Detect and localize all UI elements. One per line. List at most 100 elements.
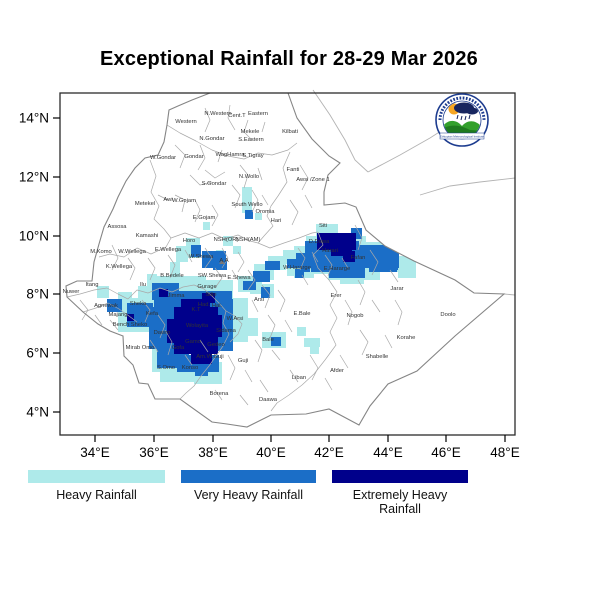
zone-label: K.Wellega bbox=[106, 264, 133, 270]
zone-label: Harari bbox=[322, 248, 338, 254]
zone-label: Wolayita bbox=[186, 323, 209, 329]
zone-label: Itang bbox=[86, 282, 99, 288]
heavy-rainfall-swatch bbox=[28, 470, 165, 483]
logo-banner bbox=[439, 132, 485, 140]
zone-borders bbox=[66, 104, 403, 412]
zone-label: Gurage bbox=[197, 284, 216, 290]
addis-ababa-marker bbox=[219, 260, 225, 264]
zone-label: K.T bbox=[191, 307, 200, 313]
very-heavy-rainfall-label: Very Heavy Rainfall bbox=[193, 488, 304, 502]
zone-label: Dawro bbox=[154, 330, 171, 336]
zone-label: N.Western bbox=[204, 111, 231, 117]
zone-label: M.Komo bbox=[90, 249, 112, 255]
zone-label: Daawa bbox=[259, 397, 278, 403]
y-tick-label: 8°N bbox=[26, 287, 49, 302]
zone-label: Majang bbox=[108, 312, 127, 318]
zone-label: SW.Shewa bbox=[198, 273, 227, 279]
hills-icon bbox=[443, 125, 481, 134]
zone-label: E.Bale bbox=[293, 311, 310, 317]
zone-label: W.Arsi bbox=[227, 316, 244, 322]
zone-label: NSH(AM) bbox=[236, 237, 261, 243]
x-tick-label: 46°E bbox=[431, 445, 460, 460]
zone-label: Mirab Omo bbox=[126, 345, 155, 351]
legend: Heavy Rainfall Very Heavy Rainfall Extre… bbox=[0, 470, 600, 520]
zone-label: S.Eastern bbox=[238, 137, 263, 143]
zone-label: Jarar bbox=[390, 286, 403, 292]
zone-label: Gamo bbox=[185, 339, 201, 345]
zone-label: Nuwer bbox=[63, 289, 80, 295]
zone-label: Kilbati bbox=[282, 129, 298, 135]
zone-label: E.Gojam bbox=[193, 215, 216, 221]
zone-label: Oromia bbox=[255, 209, 275, 215]
x-tick-label: 38°E bbox=[198, 445, 227, 460]
zone-label: Borena bbox=[210, 391, 229, 397]
zone-label: Assosa bbox=[107, 224, 127, 230]
zone-label: South Wello bbox=[231, 202, 262, 208]
y-tick-label: 4°N bbox=[26, 405, 49, 420]
zone-label: Awsi /Zone 1 bbox=[296, 177, 329, 183]
emi-logo: Ethiopian Meteorological Institute bbox=[435, 93, 489, 147]
zone-label: Afder bbox=[330, 368, 344, 374]
zone-label: Bale bbox=[262, 337, 274, 343]
zone-label: E.Wellega bbox=[155, 247, 182, 253]
zone-label: WagHamra bbox=[215, 152, 245, 158]
zone-label: Am.W.Guji bbox=[196, 354, 223, 360]
zone-label: Silte bbox=[205, 292, 216, 298]
cloud-icon-2 bbox=[466, 107, 478, 115]
y-tick-label: 10°N bbox=[19, 229, 49, 244]
zone-label: Liban bbox=[292, 375, 306, 381]
zone-label: Hal. bbox=[212, 303, 223, 309]
zone-label: Bench Sheko bbox=[113, 322, 147, 328]
zone-label: Arsi bbox=[254, 297, 264, 303]
x-tick-label: 40°E bbox=[256, 445, 285, 460]
x-tick-label: 42°E bbox=[314, 445, 343, 460]
zone-label: Korahe bbox=[397, 335, 416, 341]
zone-label: Sidama bbox=[216, 328, 236, 334]
zone-label: Siti bbox=[319, 223, 327, 229]
plot-frame bbox=[59, 92, 516, 436]
y-tick-label: 6°N bbox=[26, 346, 49, 361]
axis-tick-labels: 34°E 36°E 38°E 40°E 42°E 44°E 46°E 48°E 14°N 12°N… bbox=[19, 111, 520, 461]
zone-label: Fafan bbox=[351, 255, 366, 261]
rain-extremely_heavy bbox=[127, 233, 356, 364]
zone-label: Kefa bbox=[146, 311, 159, 317]
zone-label: Fanti bbox=[287, 167, 300, 173]
extremely-heavy-rainfall-label: Extremely Heavy Rainfall bbox=[352, 488, 448, 516]
zone-label: Mekele bbox=[241, 129, 260, 135]
zone-label: Doolo bbox=[440, 312, 455, 318]
zone-label: W.Gondar bbox=[150, 155, 176, 161]
zone-label: Metekel bbox=[135, 201, 155, 207]
zone-label: S.Gondar bbox=[202, 181, 227, 187]
zone-label: NSH(OR) bbox=[214, 237, 239, 243]
axis-ticks bbox=[53, 117, 506, 442]
zone-label: W.Shewa bbox=[189, 254, 214, 260]
zone-label: Eastern bbox=[248, 111, 268, 117]
legend-item-heavy: Heavy Rainfall bbox=[28, 470, 165, 502]
very-heavy-rainfall-swatch bbox=[181, 470, 316, 483]
heavy-rainfall-label: Heavy Rainfall bbox=[56, 488, 137, 502]
zone-label: Guji bbox=[238, 358, 248, 364]
y-tick-label: 12°N bbox=[19, 170, 49, 185]
x-tick-label: 48°E bbox=[490, 445, 519, 460]
zone-label: Hari bbox=[271, 218, 282, 224]
zone-label: B.Bedele bbox=[160, 273, 184, 279]
zone-label: D.Dawa bbox=[309, 239, 330, 245]
zone-label: Gofa bbox=[172, 345, 185, 351]
zone-label: Had. bbox=[198, 302, 211, 308]
zone-label: N.Gondar bbox=[199, 136, 224, 142]
zone-label: Ilu bbox=[140, 282, 146, 288]
zone-label: W.Wellega bbox=[118, 249, 146, 255]
zone-label: Gondar bbox=[184, 154, 203, 160]
zone-label: N.Wollo bbox=[239, 174, 259, 180]
zone-label: Cent.T bbox=[228, 113, 246, 119]
x-tick-label: 44°E bbox=[373, 445, 402, 460]
zone-label: W.Gojam bbox=[172, 198, 196, 204]
y-tick-label: 14°N bbox=[19, 111, 49, 126]
x-tick-label: 34°E bbox=[80, 445, 109, 460]
zone-label: Western bbox=[175, 119, 196, 125]
zone-label: Sheka bbox=[130, 301, 147, 307]
zone-label: Agnewak bbox=[94, 303, 118, 309]
zone-label: Shabelle bbox=[366, 354, 389, 360]
zone-label: Nogob bbox=[346, 313, 363, 319]
